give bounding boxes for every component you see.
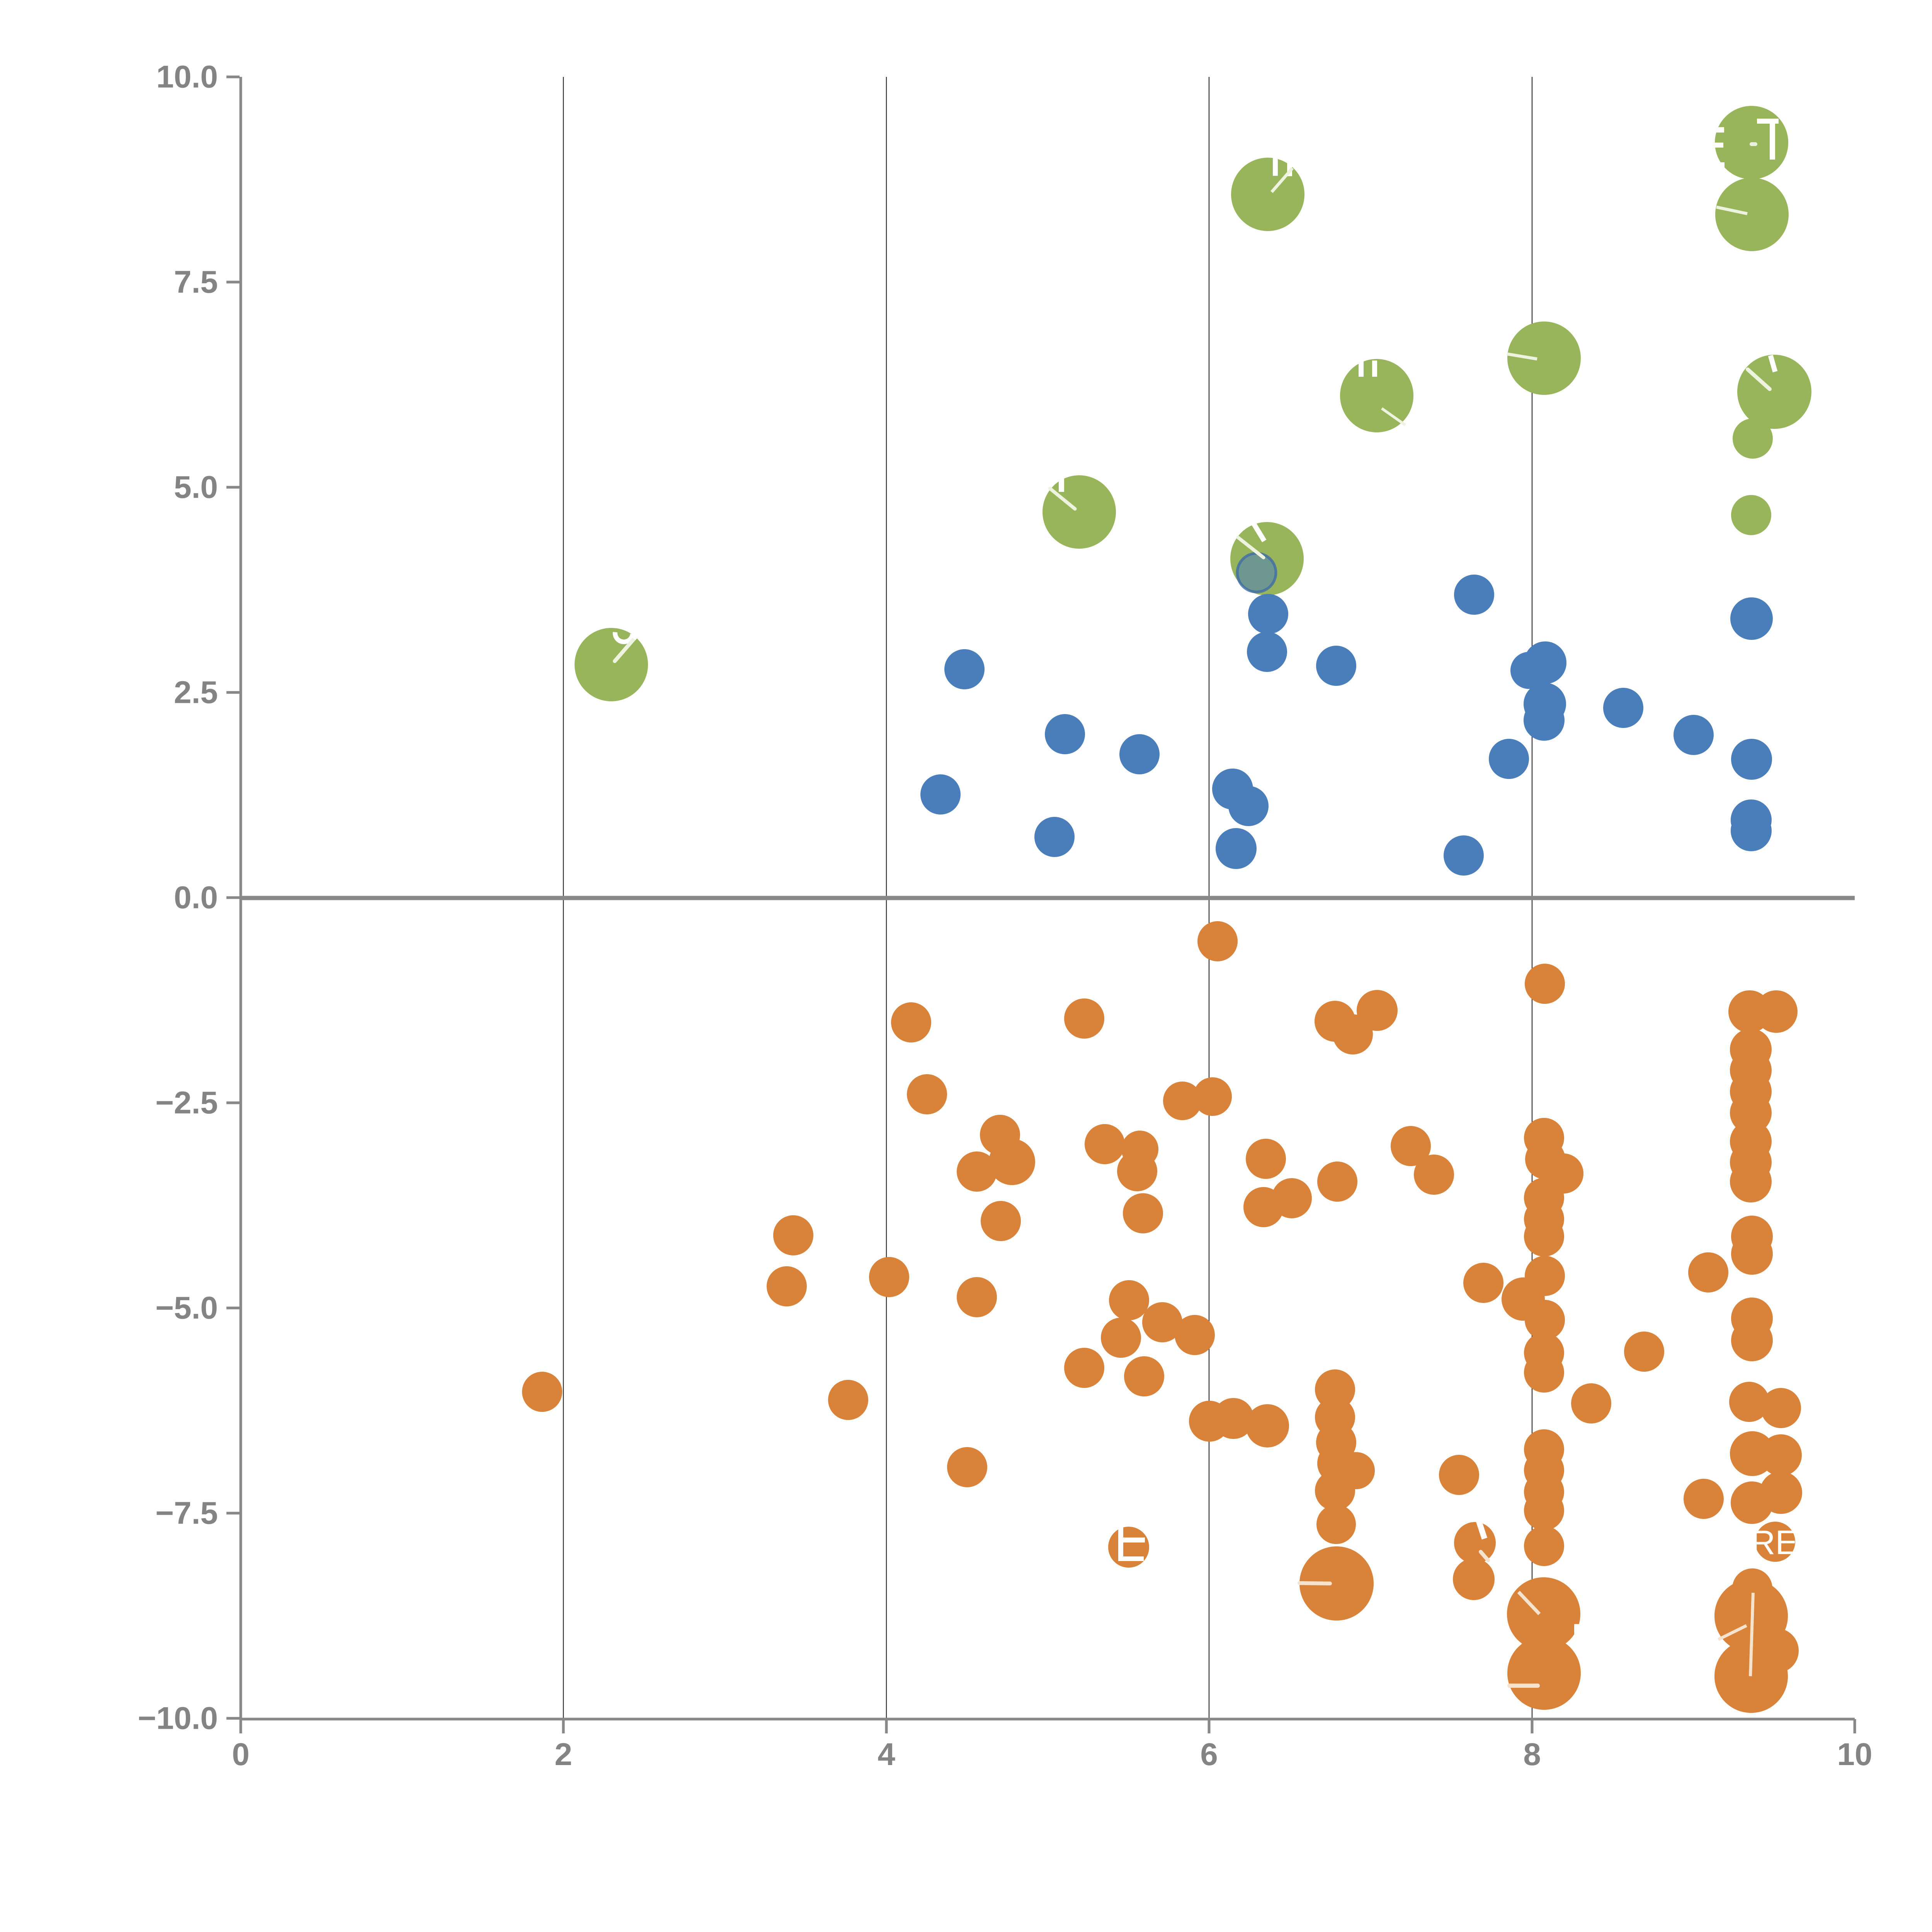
svg-text:10: 10	[1837, 1737, 1872, 1772]
svg-text:10.0: 10.0	[156, 60, 218, 95]
svg-text:−5.0: −5.0	[155, 1291, 218, 1326]
svg-text:4: 4	[878, 1737, 895, 1772]
svg-text:0.0: 0.0	[174, 880, 218, 915]
svg-text:2.5: 2.5	[174, 675, 218, 710]
svg-text:−7.5: −7.5	[155, 1496, 218, 1531]
svg-text:−10.0: −10.0	[138, 1701, 218, 1736]
svg-text:6: 6	[1200, 1737, 1218, 1772]
svg-text:RE: RE	[1751, 1523, 1798, 1561]
svg-text:7.5: 7.5	[174, 265, 218, 300]
svg-text:5.0: 5.0	[174, 470, 218, 505]
svg-text:0: 0	[232, 1737, 250, 1772]
svg-text:2: 2	[554, 1737, 572, 1772]
svg-text:−2.5: −2.5	[155, 1085, 218, 1121]
svg-text:8: 8	[1523, 1737, 1541, 1772]
